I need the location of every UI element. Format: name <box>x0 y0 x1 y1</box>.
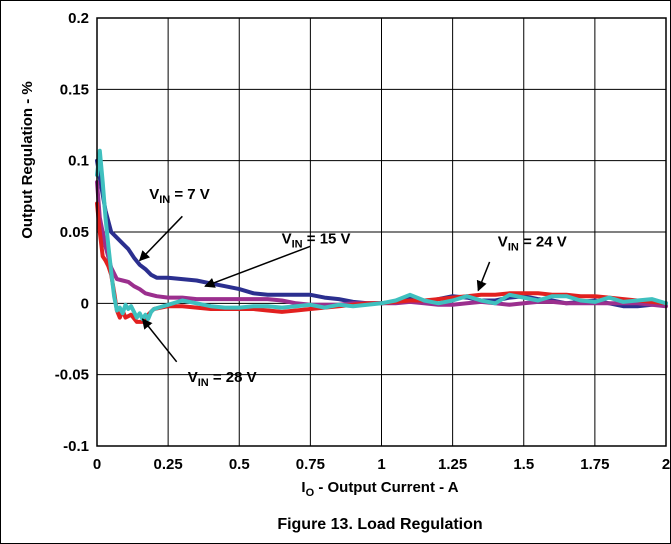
y-tick-label: 0 <box>81 295 89 312</box>
annotation-label-rest: = 28 V <box>209 369 257 386</box>
x-tick-label: 0 <box>93 456 101 473</box>
annotation-label-sub: IN <box>508 241 519 253</box>
series-line-vin28 <box>95 148 668 321</box>
x-tick-label: 1.75 <box>580 456 609 473</box>
annotation-label-sub: IN <box>159 194 170 206</box>
annotation-label-main: V <box>188 369 198 386</box>
annotation-label-main: V <box>149 186 159 203</box>
x-tick-label: 1.5 <box>513 456 534 473</box>
annotation-label-vin15: VIN = 15 V <box>282 230 351 250</box>
annotation-label-main: V <box>498 233 508 250</box>
y-tick-label: -0.05 <box>55 367 89 384</box>
x-tick-label: 1.25 <box>438 456 467 473</box>
x-axis-label-sub: O <box>306 487 315 499</box>
annotation-label-vin24: VIN = 24 V <box>498 233 567 253</box>
y-tick-label: 0.05 <box>60 224 89 241</box>
plot-frame <box>96 17 667 447</box>
x-axis-label-main: I <box>301 479 305 496</box>
annotation-label-rest: = 15 V <box>303 230 351 247</box>
tick-labels: 0 0.25 0.5 0.75 1 1.25 1.5 1.75 2 0.2 0.15 0.1 0.05 0… <box>55 10 670 473</box>
annotation-arrow-vin15 <box>204 245 311 288</box>
y-tick-label: 0.2 <box>68 10 89 27</box>
figure-caption: Figure 13. Load Regulation <box>277 516 482 533</box>
annotation-label-rest: = 24 V <box>519 233 567 250</box>
x-tick-label: 2 <box>662 456 670 473</box>
annotation-label-rest: = 7 V <box>170 186 210 203</box>
x-tick-label: 0.25 <box>154 456 183 473</box>
series-layer <box>95 148 668 324</box>
annotation-label-vin28: VIN = 28 V <box>188 369 257 389</box>
y-tick-label: 0.1 <box>68 153 89 170</box>
annotation-arrow-vin28 <box>141 318 178 363</box>
x-axis-label-rest: - Output Current - A <box>314 479 459 496</box>
x-axis-label: IO - Output Current - A <box>301 479 458 499</box>
annotation-label-sub: IN <box>198 377 209 389</box>
annotation-arrow-vin24 <box>476 261 491 292</box>
y-tick-label: -0.1 <box>63 438 89 455</box>
x-tick-label: 1 <box>377 456 385 473</box>
x-tick-label: 0.5 <box>229 456 250 473</box>
annotation-arrow-vin7 <box>138 215 183 262</box>
annotation-label-main: V <box>282 230 292 247</box>
x-tick-label: 0.75 <box>296 456 325 473</box>
grid <box>96 17 667 447</box>
y-axis-label: Output Regulation - % <box>19 81 36 238</box>
annotation-label-sub: IN <box>292 238 303 250</box>
y-tick-label: 0.15 <box>60 81 89 98</box>
annotation-label-vin7: VIN = 7 V <box>149 186 210 206</box>
